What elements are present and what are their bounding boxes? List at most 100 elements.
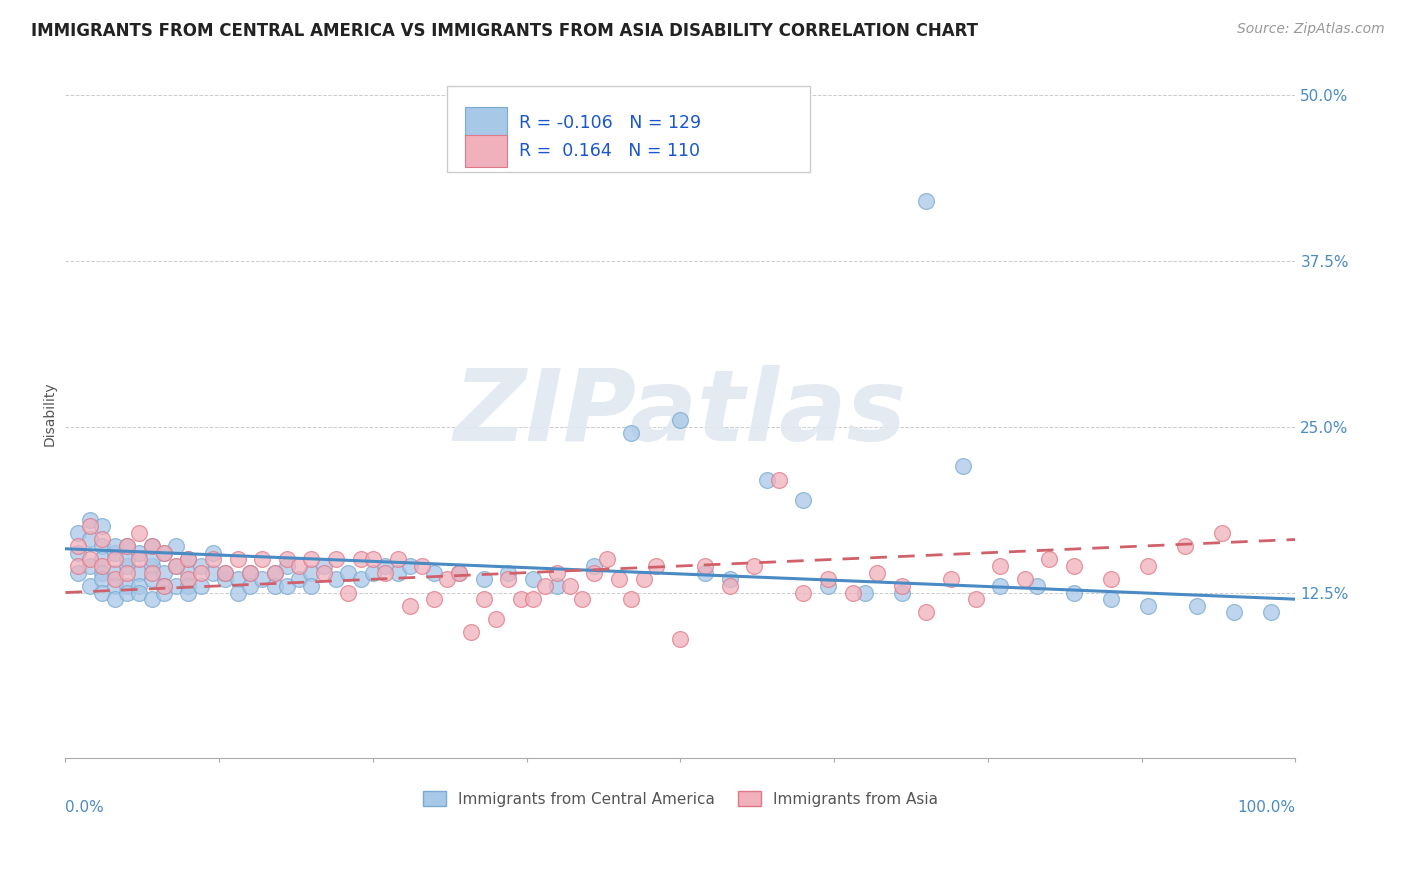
- Point: [669, 632, 692, 646]
- Text: ZIPatlas: ZIPatlas: [454, 365, 907, 462]
- Point: [583, 559, 606, 574]
- Point: [226, 585, 249, 599]
- Text: 0.0%: 0.0%: [66, 800, 104, 814]
- Point: [1026, 579, 1049, 593]
- Point: [79, 519, 101, 533]
- Point: [718, 579, 741, 593]
- Point: [595, 552, 617, 566]
- Point: [890, 585, 912, 599]
- Point: [128, 579, 150, 593]
- Point: [620, 426, 643, 441]
- Point: [79, 559, 101, 574]
- Point: [693, 566, 716, 580]
- Point: [66, 525, 89, 540]
- Point: [115, 552, 138, 566]
- Point: [915, 606, 938, 620]
- Point: [620, 592, 643, 607]
- Point: [337, 585, 360, 599]
- Point: [583, 566, 606, 580]
- Point: [571, 592, 593, 607]
- Point: [115, 579, 138, 593]
- Point: [263, 566, 285, 580]
- Point: [91, 572, 114, 586]
- Point: [263, 579, 285, 593]
- Point: [633, 572, 655, 586]
- Point: [387, 552, 409, 566]
- Point: [104, 552, 127, 566]
- Point: [288, 572, 311, 586]
- Point: [817, 579, 839, 593]
- Point: [607, 572, 630, 586]
- Point: [496, 566, 519, 580]
- Point: [841, 585, 863, 599]
- Point: [115, 585, 138, 599]
- Point: [301, 552, 323, 566]
- Point: [91, 533, 114, 547]
- Point: [447, 566, 470, 580]
- Point: [509, 592, 531, 607]
- Point: [239, 566, 262, 580]
- FancyBboxPatch shape: [465, 107, 508, 139]
- Point: [411, 559, 433, 574]
- Point: [1063, 585, 1085, 599]
- Point: [66, 559, 89, 574]
- Point: [853, 585, 876, 599]
- Point: [325, 572, 347, 586]
- Point: [755, 473, 778, 487]
- Point: [374, 566, 396, 580]
- Point: [423, 566, 446, 580]
- Point: [1174, 539, 1197, 553]
- Point: [644, 559, 666, 574]
- Point: [104, 566, 127, 580]
- Point: [890, 579, 912, 593]
- Point: [1136, 559, 1159, 574]
- Point: [952, 459, 974, 474]
- Point: [252, 552, 274, 566]
- Point: [177, 552, 200, 566]
- Point: [214, 566, 236, 580]
- Point: [79, 552, 101, 566]
- Point: [337, 566, 360, 580]
- Point: [472, 592, 495, 607]
- Point: [1260, 606, 1282, 620]
- Point: [558, 579, 581, 593]
- Point: [141, 566, 163, 580]
- Point: [399, 599, 422, 613]
- Point: [153, 579, 176, 593]
- Point: [128, 585, 150, 599]
- Point: [546, 566, 568, 580]
- Point: [301, 579, 323, 593]
- Point: [141, 539, 163, 553]
- Point: [165, 559, 187, 574]
- Legend: Immigrants from Central America, Immigrants from Asia: Immigrants from Central America, Immigra…: [416, 785, 943, 813]
- Point: [91, 566, 114, 580]
- Text: IMMIGRANTS FROM CENTRAL AMERICA VS IMMIGRANTS FROM ASIA DISABILITY CORRELATION C: IMMIGRANTS FROM CENTRAL AMERICA VS IMMIG…: [31, 22, 979, 40]
- Point: [177, 572, 200, 586]
- Point: [436, 572, 458, 586]
- Point: [522, 592, 544, 607]
- Point: [141, 572, 163, 586]
- Point: [325, 552, 347, 566]
- Point: [177, 552, 200, 566]
- Point: [66, 539, 89, 553]
- Point: [91, 552, 114, 566]
- Point: [1185, 599, 1208, 613]
- Point: [115, 539, 138, 553]
- Text: 100.0%: 100.0%: [1237, 800, 1295, 814]
- Point: [141, 552, 163, 566]
- Point: [988, 579, 1011, 593]
- Point: [361, 566, 384, 580]
- Point: [1063, 559, 1085, 574]
- Point: [104, 592, 127, 607]
- Point: [128, 552, 150, 566]
- Point: [263, 566, 285, 580]
- Point: [301, 566, 323, 580]
- Point: [496, 572, 519, 586]
- Point: [1211, 525, 1233, 540]
- Point: [312, 566, 335, 580]
- Point: [190, 579, 212, 593]
- Point: [485, 612, 508, 626]
- Point: [792, 492, 814, 507]
- Point: [1136, 599, 1159, 613]
- Point: [939, 572, 962, 586]
